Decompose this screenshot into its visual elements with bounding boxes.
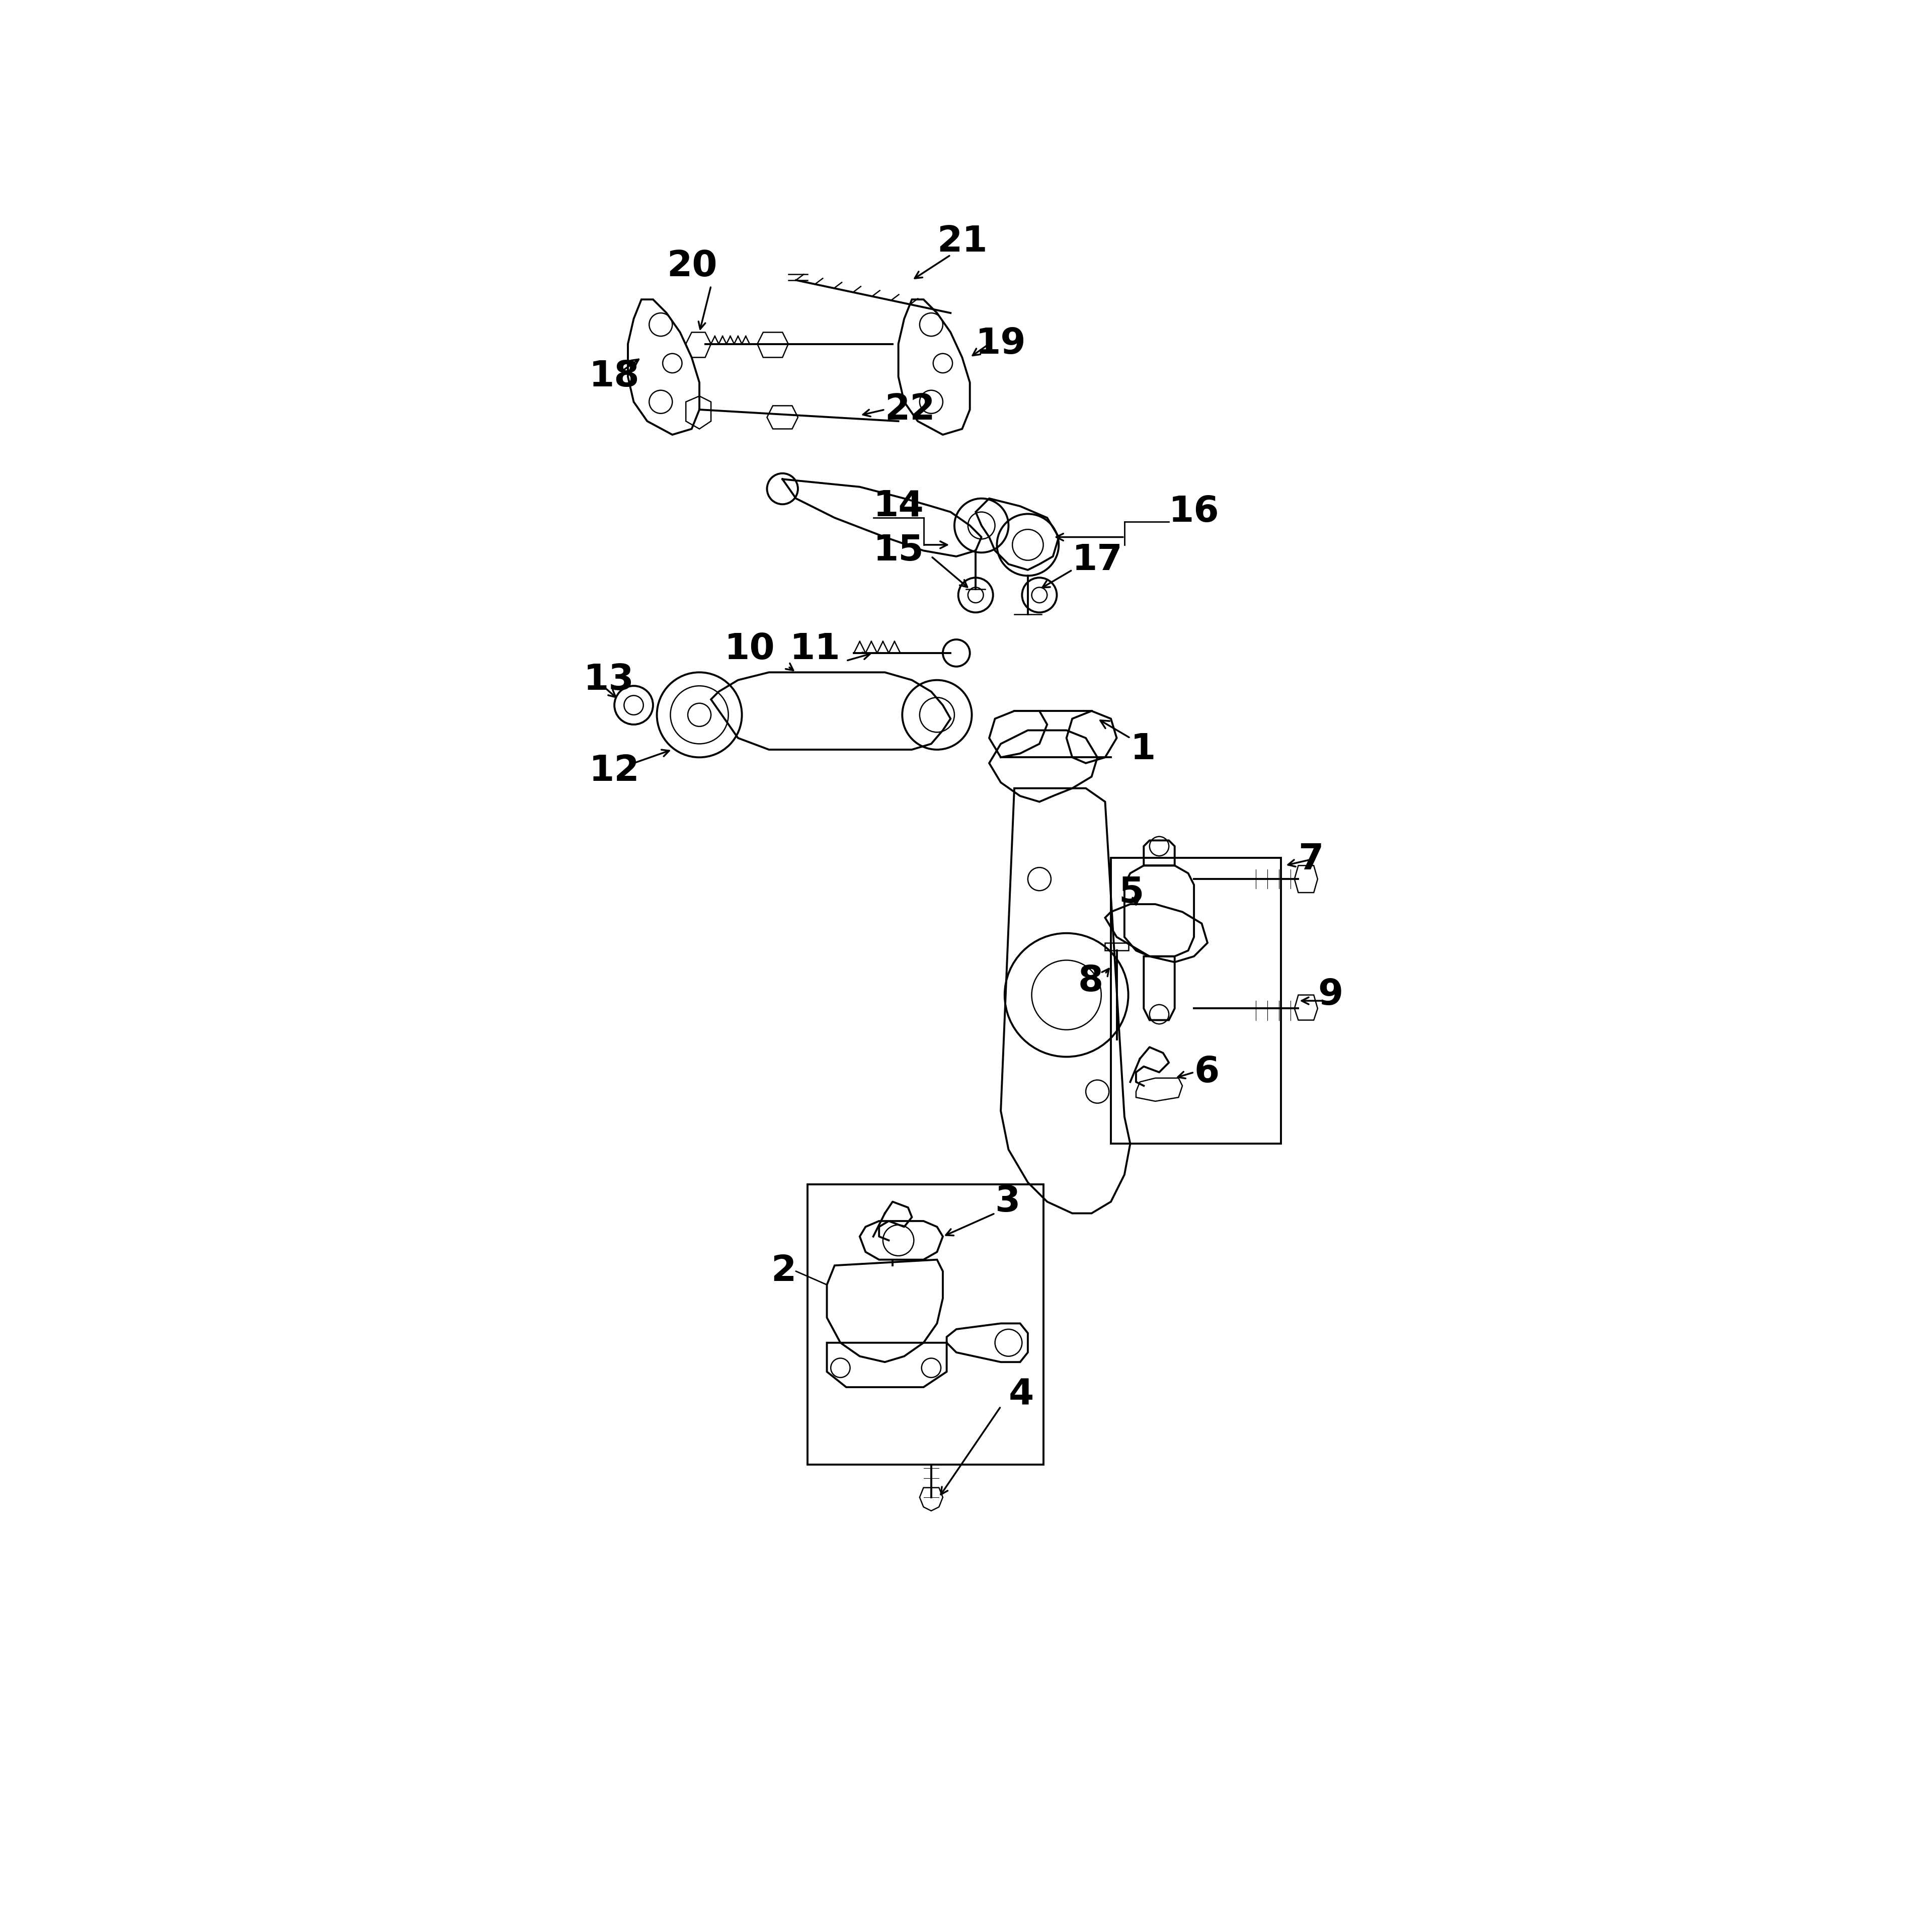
Text: 5: 5 xyxy=(1119,875,1144,910)
Text: 22: 22 xyxy=(885,392,935,427)
Text: 8: 8 xyxy=(1078,964,1103,999)
Text: 11: 11 xyxy=(790,632,840,667)
Text: 6: 6 xyxy=(1194,1055,1219,1090)
Text: 3: 3 xyxy=(995,1184,1020,1219)
Text: 4: 4 xyxy=(1009,1378,1034,1412)
Text: 17: 17 xyxy=(1072,543,1122,578)
Text: 14: 14 xyxy=(873,489,923,524)
Text: 12: 12 xyxy=(589,753,639,788)
Bar xyxy=(808,1184,1043,1464)
Text: 20: 20 xyxy=(667,249,717,284)
Text: 7: 7 xyxy=(1298,842,1323,877)
Text: 16: 16 xyxy=(1169,495,1219,529)
Text: 18: 18 xyxy=(589,359,639,394)
Text: 1: 1 xyxy=(1130,732,1155,767)
Text: 21: 21 xyxy=(937,224,987,259)
Bar xyxy=(1111,858,1281,1144)
Text: 19: 19 xyxy=(976,327,1026,361)
Text: 10: 10 xyxy=(725,632,775,667)
Text: 2: 2 xyxy=(771,1254,796,1289)
Text: 15: 15 xyxy=(873,533,923,568)
Text: 9: 9 xyxy=(1318,978,1343,1012)
Text: 13: 13 xyxy=(583,663,634,697)
